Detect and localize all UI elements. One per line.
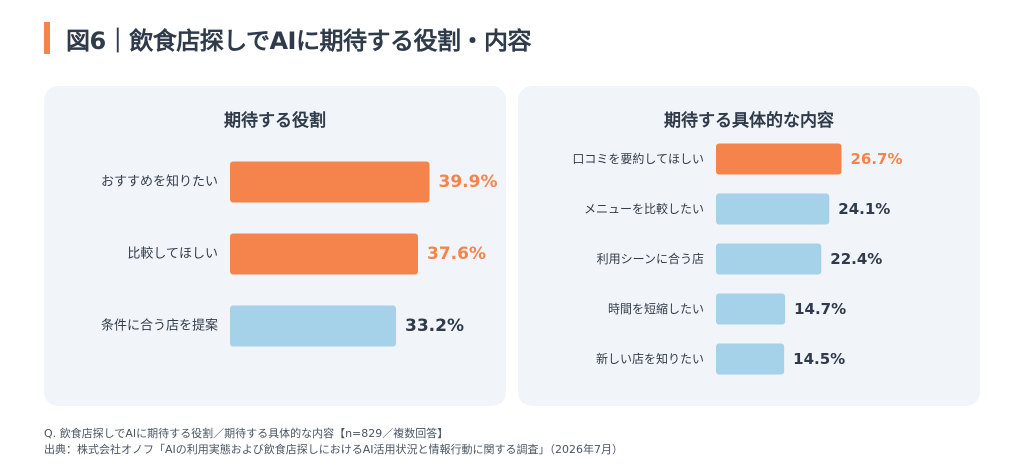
category-label: 口コミを要約してほしい (572, 151, 704, 166)
value-label: 14.7% (794, 300, 846, 318)
bar (716, 193, 830, 225)
bar-highlighted (716, 143, 842, 175)
chart-title-details: 期待する具体的な内容 (664, 111, 834, 131)
category-label: 利用シーンに合う店 (597, 251, 704, 266)
bar-highlighted (230, 233, 418, 275)
value-label: 22.4% (830, 250, 882, 268)
bar (716, 343, 785, 375)
chart-title-roles: 期待する役割 (224, 111, 326, 131)
category-label: おすすめを知りたい (101, 174, 218, 190)
value-label: 37.6% (427, 244, 486, 264)
bar (230, 305, 396, 347)
bar-highlighted (230, 161, 430, 203)
category-label: メニューを比較したい (584, 201, 704, 216)
source-note: 出典：株式会社オノフ「AIの利用実態および飲食店探しにおけるAI活用状況と情報行… (44, 443, 624, 456)
value-label: 33.2% (405, 316, 464, 336)
bar (716, 293, 786, 325)
bar-chart-roles: おすすめを知りたい 39.9% 比較してほしい 37.6% 条件に合う店を提案 33.2% (101, 161, 498, 347)
chart-panel-details: 期待する具体的な内容 口コミを要約してほしい 26.7% メニューを比較したい 24.… (518, 86, 980, 406)
category-label: 新しい店を知りたい (596, 351, 704, 366)
chart-panel-roles: 期待する役割 おすすめを知りたい 39.9% 比較してほしい 37.6% 条件に合う店を… (44, 86, 506, 406)
page-header: 図6｜飲食店探しでAIに期待する役割・内容 (44, 22, 531, 55)
title-accent-bar (44, 22, 50, 54)
page-title: 図6｜飲食店探しでAIに期待する役割・内容 (66, 26, 531, 55)
category-label: 時間を短縮したい (608, 301, 704, 316)
value-label: 39.9% (439, 172, 498, 192)
survey-question-note: Q. 飲食店探しでAIに期待する役割／期待する具体的な内容【n=829／複数回答… (44, 427, 449, 440)
bar (716, 243, 822, 275)
category-label: 比較してほしい (127, 247, 218, 262)
value-label: 24.1% (838, 200, 890, 218)
category-label: 条件に合う店を提案 (101, 318, 218, 334)
value-label: 26.7% (850, 150, 902, 168)
bar-chart-details: 口コミを要約してほしい 26.7% メニューを比較したい 24.1% 利用シーンに合う店… (572, 143, 903, 375)
value-label: 14.5% (793, 350, 845, 368)
